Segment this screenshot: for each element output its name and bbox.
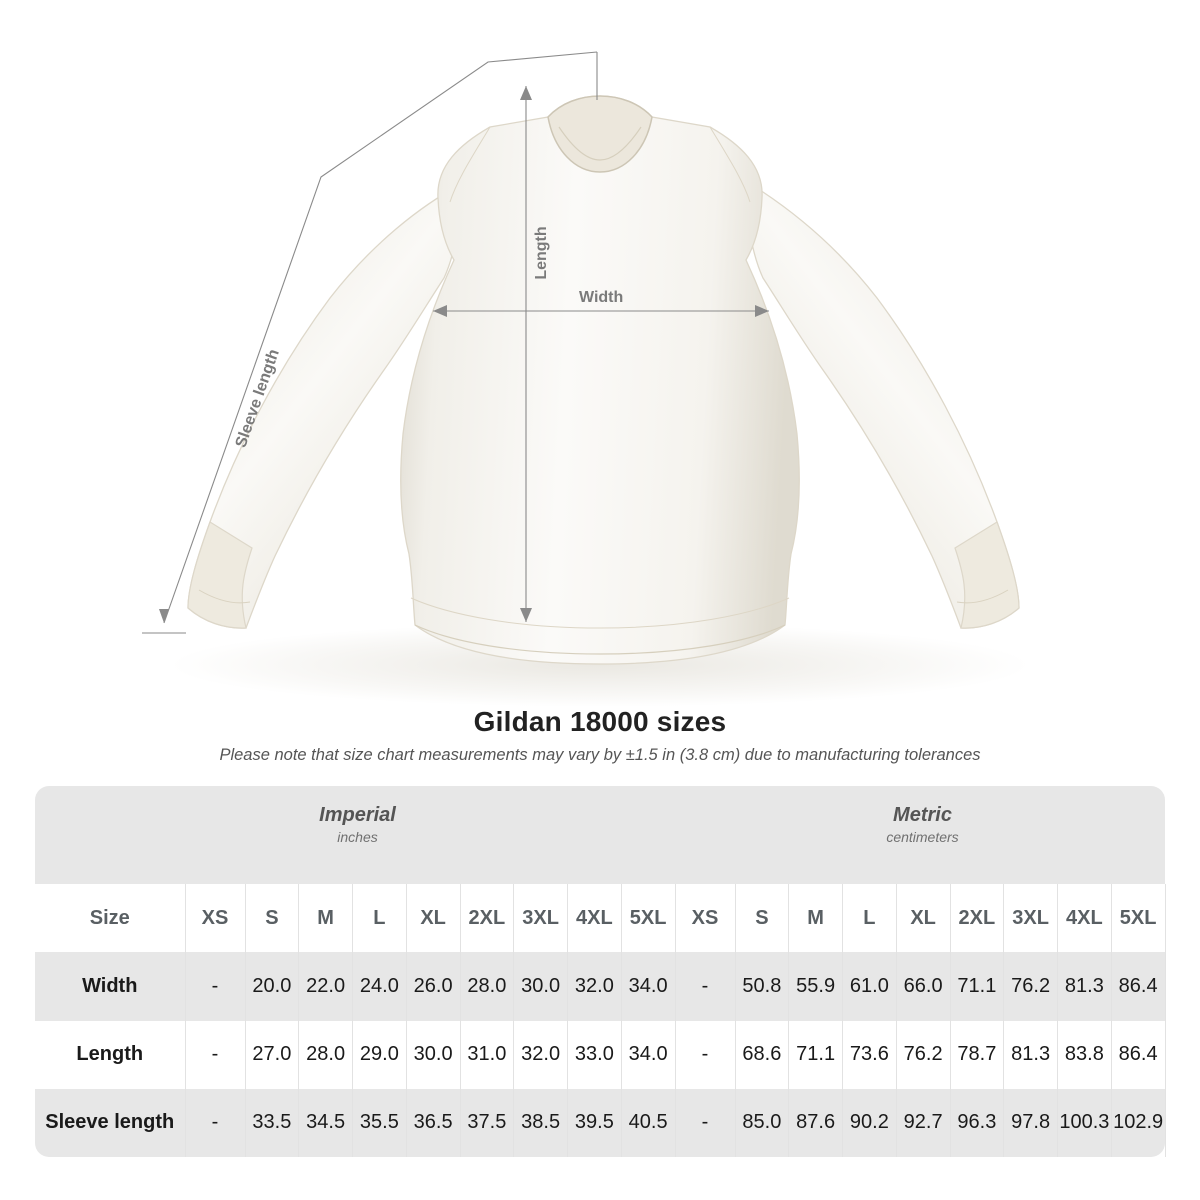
svg-text:Length: Length: [533, 226, 550, 279]
svg-text:Width: Width: [579, 289, 623, 306]
